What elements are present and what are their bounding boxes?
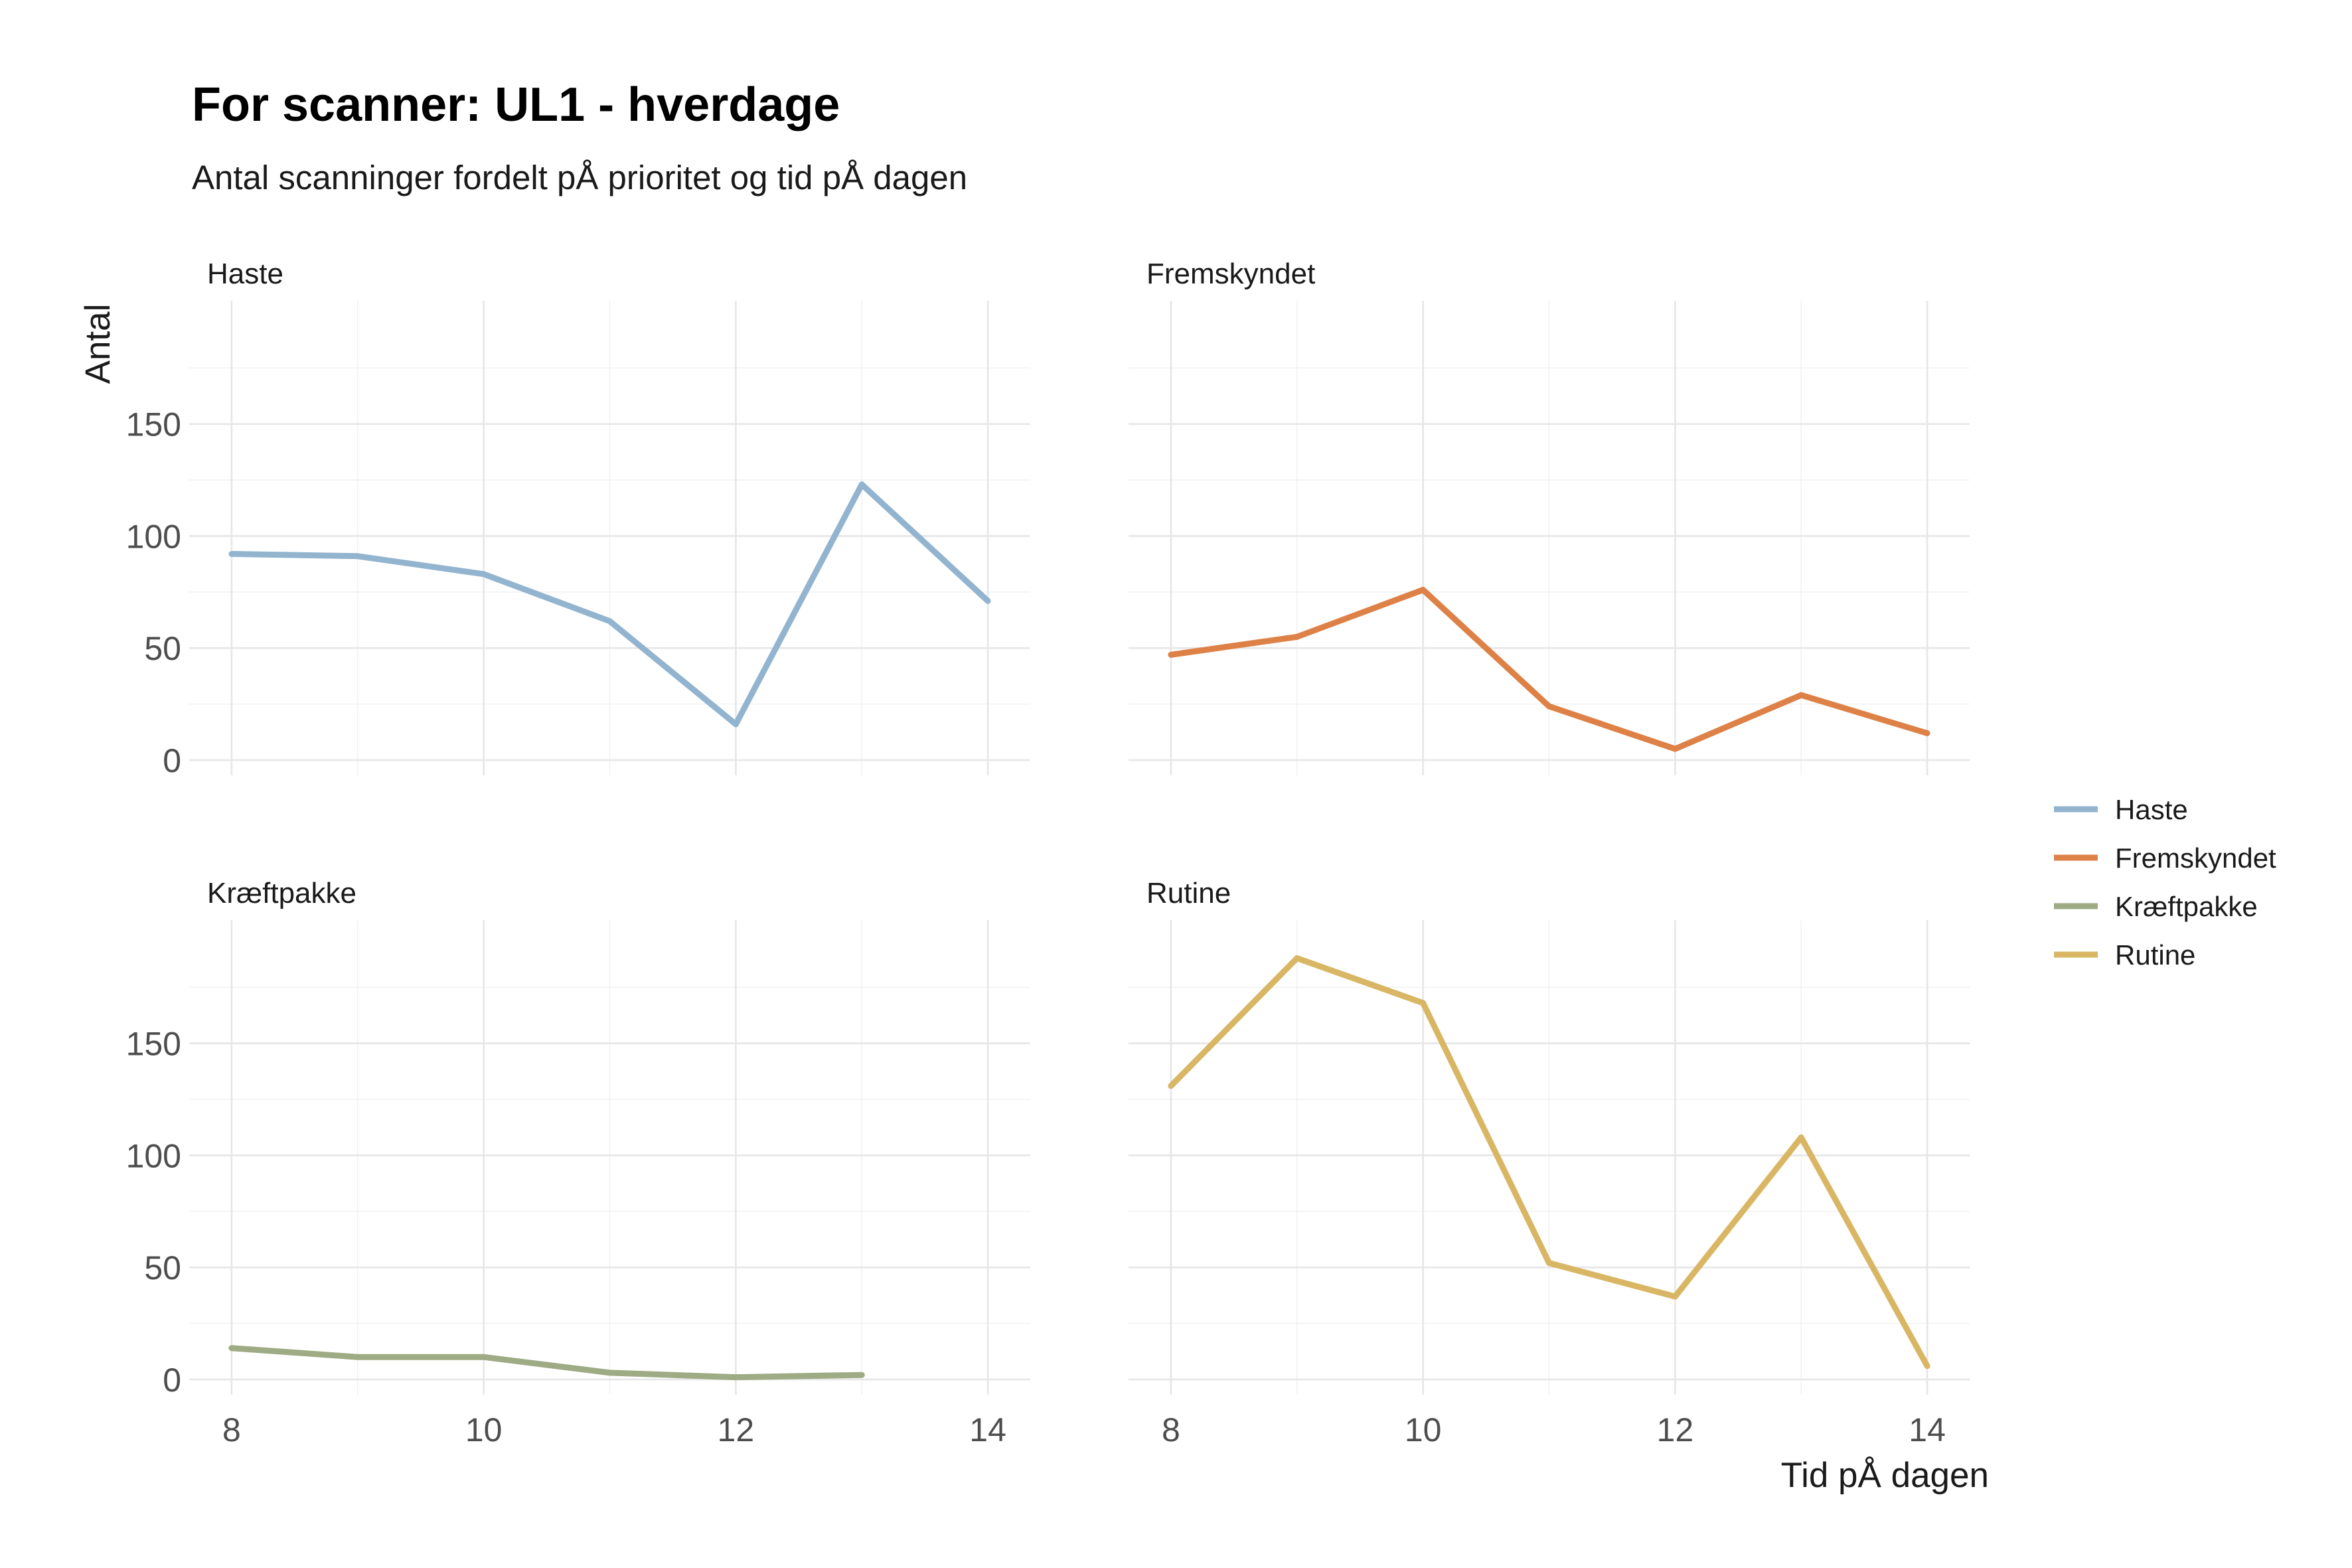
x-tick-label: 8 [222, 1411, 241, 1449]
data-point-fremskyndet [1294, 633, 1300, 640]
x-tick-label: 8 [1162, 1411, 1180, 1449]
data-point-rutine [1294, 955, 1300, 961]
legend-label: Rutine [2115, 939, 2195, 971]
data-point-haste [984, 597, 991, 604]
data-point-fremskyndet [1798, 692, 1804, 698]
panel-kraeftpakke: Kræftpakke 0 50 100 150 8 10 12 14 [126, 877, 1030, 1449]
chart-subtitle: Antal scanninger fordelt pÅ prioritet og… [192, 159, 967, 196]
y-tick-label: 150 [126, 1026, 181, 1063]
data-point-kraeftpakke [354, 1354, 361, 1360]
panel-haste: Haste 0 50 100 150 [126, 258, 1030, 779]
x-tick-label: 14 [969, 1411, 1006, 1449]
data-point-haste [607, 618, 613, 625]
facet-label-rutine: Rutine [1146, 877, 1231, 909]
y-tick-label: 0 [163, 1362, 181, 1399]
data-point-haste [858, 481, 865, 488]
legend-item-rutine: Rutine [2054, 939, 2195, 971]
legend-item-fremskyndet: Fremskyndet [2054, 842, 2276, 874]
x-tick-label: 12 [718, 1411, 755, 1449]
legend-item-kraeftpakke: Kræftpakke [2054, 891, 2258, 922]
y-axis-title: Antal [78, 304, 118, 384]
x-tick-label: 10 [465, 1411, 503, 1449]
data-point-fremskyndet [1924, 730, 1930, 736]
data-point-haste [732, 721, 739, 728]
data-point-haste [354, 553, 361, 560]
y-tick-label: 100 [126, 1137, 181, 1174]
data-point-haste [481, 571, 487, 578]
chart-title: For scanner: UL1 - hverdage [192, 78, 840, 131]
panel-rutine: Rutine 8 10 12 14 [1129, 877, 1970, 1449]
data-point-kraeftpakke [732, 1374, 739, 1381]
facet-label-kraeftpakke: Kræftpakke [207, 877, 356, 909]
data-point-rutine [1420, 1000, 1427, 1006]
y-tick-label: 50 [144, 1249, 181, 1287]
facet-label-fremskyndet: Fremskyndet [1146, 258, 1315, 290]
data-point-kraeftpakke [228, 1345, 235, 1352]
panel-fremskyndet: Fremskyndet [1129, 258, 1970, 775]
y-tick-label: 0 [163, 742, 181, 779]
legend-label: Haste [2115, 794, 2188, 825]
data-point-rutine [1546, 1259, 1552, 1266]
x-tick-label: 10 [1405, 1411, 1442, 1449]
data-point-rutine [1924, 1363, 1930, 1370]
y-tick-label: 150 [126, 406, 181, 443]
data-point-kraeftpakke [607, 1370, 613, 1376]
legend-label: Fremskyndet [2115, 842, 2276, 874]
facet-label-haste: Haste [207, 258, 283, 290]
data-point-fremskyndet [1168, 651, 1174, 658]
legend-item-haste: Haste [2054, 794, 2188, 825]
legend: Haste Fremskyndet Kræftpakke Rutine [2054, 794, 2276, 971]
data-point-fremskyndet [1546, 703, 1552, 710]
data-point-rutine [1168, 1083, 1174, 1089]
data-point-fremskyndet [1672, 745, 1678, 752]
data-point-haste [228, 550, 235, 557]
data-point-rutine [1798, 1134, 1804, 1140]
data-point-kraeftpakke [481, 1354, 487, 1360]
x-tick-label: 14 [1909, 1411, 1946, 1449]
x-tick-label: 12 [1657, 1411, 1694, 1449]
data-point-rutine [1672, 1293, 1678, 1300]
x-axis-title: Tid pÅ dagen [1781, 1456, 1989, 1495]
y-tick-label: 100 [126, 518, 181, 555]
y-tick-label: 50 [144, 630, 181, 667]
series-line-kraeftpakke [231, 1345, 862, 1381]
data-point-fremskyndet [1420, 586, 1427, 593]
facet-panels: Haste 0 50 100 150 Fremskyndet Kræftpakke 0 50 10… [126, 258, 1970, 1449]
legend-label: Kræftpakke [2115, 891, 2258, 922]
data-point-kraeftpakke [858, 1372, 865, 1378]
